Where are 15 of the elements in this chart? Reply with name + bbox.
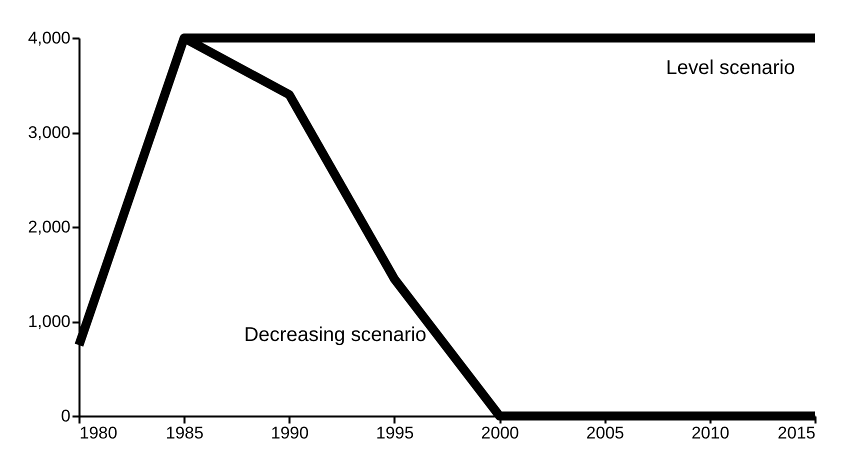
x-tick-label: 1995 <box>376 424 414 442</box>
y-tick-label: 1,000 <box>28 312 70 331</box>
y-tick-label: 0 <box>61 406 70 426</box>
x-tick-label: 1985 <box>166 424 204 442</box>
x-tick-label: 2000 <box>481 424 519 442</box>
x-tick-label: 2005 <box>586 424 624 442</box>
x-tick-label: 2015 <box>778 424 816 442</box>
x-tick-label: 1980 <box>80 424 118 442</box>
y-tick-label: 3,000 <box>28 123 70 142</box>
x-tick-label: 2010 <box>691 424 730 442</box>
series-label: Decreasing scenario <box>244 324 426 346</box>
x-tick-label: 1990 <box>270 424 309 442</box>
y-tick-label: 4,000 <box>28 28 70 48</box>
series-label: Level scenario <box>666 57 795 79</box>
y-tick-label: 2,000 <box>28 218 70 236</box>
